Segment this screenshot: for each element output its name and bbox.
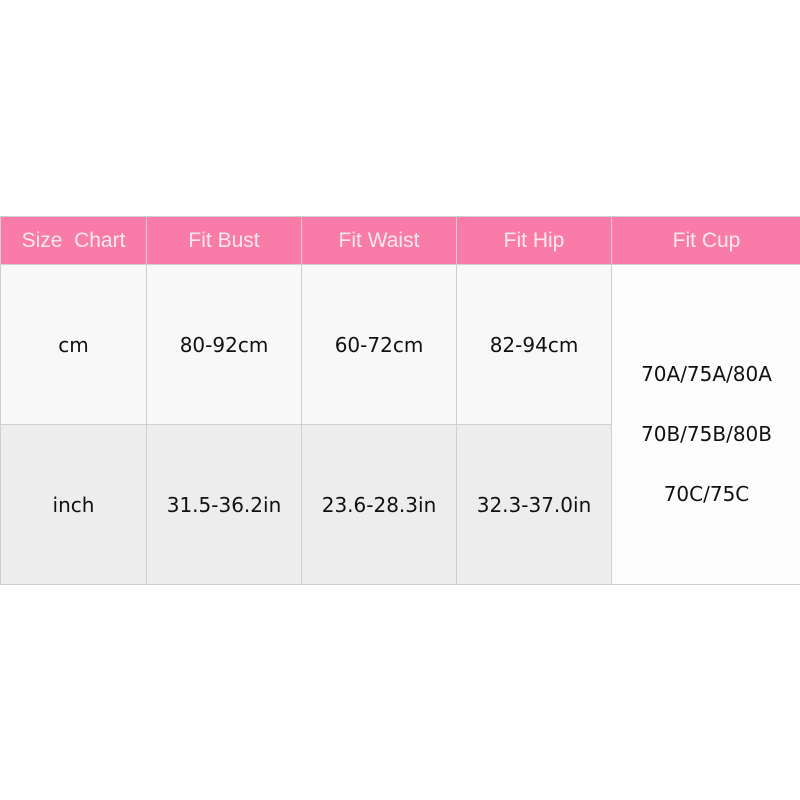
cup-cell: 70A/75A/80A 70B/75B/80B 70C/75C — [611, 264, 800, 585]
table-row-inch: inch 31.5-36.2in 23.6-28.3in 32.3-37.0in — [0, 424, 800, 585]
cup-size-b: 70B/75B/80B — [641, 421, 772, 446]
header-fit-cup: Fit Cup — [611, 216, 800, 265]
bust-cell: 80-92cm — [146, 264, 302, 425]
table-row-cm: cm 80-92cm 60-72cm 82-94cm 70A/75A/80A 7… — [0, 264, 800, 585]
cup-size-a: 70A/75A/80A — [641, 361, 772, 386]
header-size-chart: Size Chart — [0, 216, 147, 265]
header-row: Size Chart Fit Bust Fit Waist Fit Hip Fi… — [0, 216, 800, 265]
hip-cell: 32.3-37.0in — [456, 424, 612, 585]
header-fit-waist: Fit Waist — [301, 216, 457, 265]
hip-cell: 82-94cm — [456, 264, 612, 425]
cup-size-c: 70C/75C — [663, 481, 750, 506]
header-fit-hip: Fit Hip — [456, 216, 612, 265]
unit-cell: cm — [0, 264, 147, 425]
header-fit-bust: Fit Bust — [146, 216, 302, 265]
size-chart-table: Size Chart Fit Bust Fit Waist Fit Hip Fi… — [0, 216, 800, 585]
bust-cell: 31.5-36.2in — [146, 424, 302, 585]
waist-cell: 60-72cm — [301, 264, 457, 425]
waist-cell: 23.6-28.3in — [301, 424, 457, 585]
unit-cell: inch — [0, 424, 147, 585]
